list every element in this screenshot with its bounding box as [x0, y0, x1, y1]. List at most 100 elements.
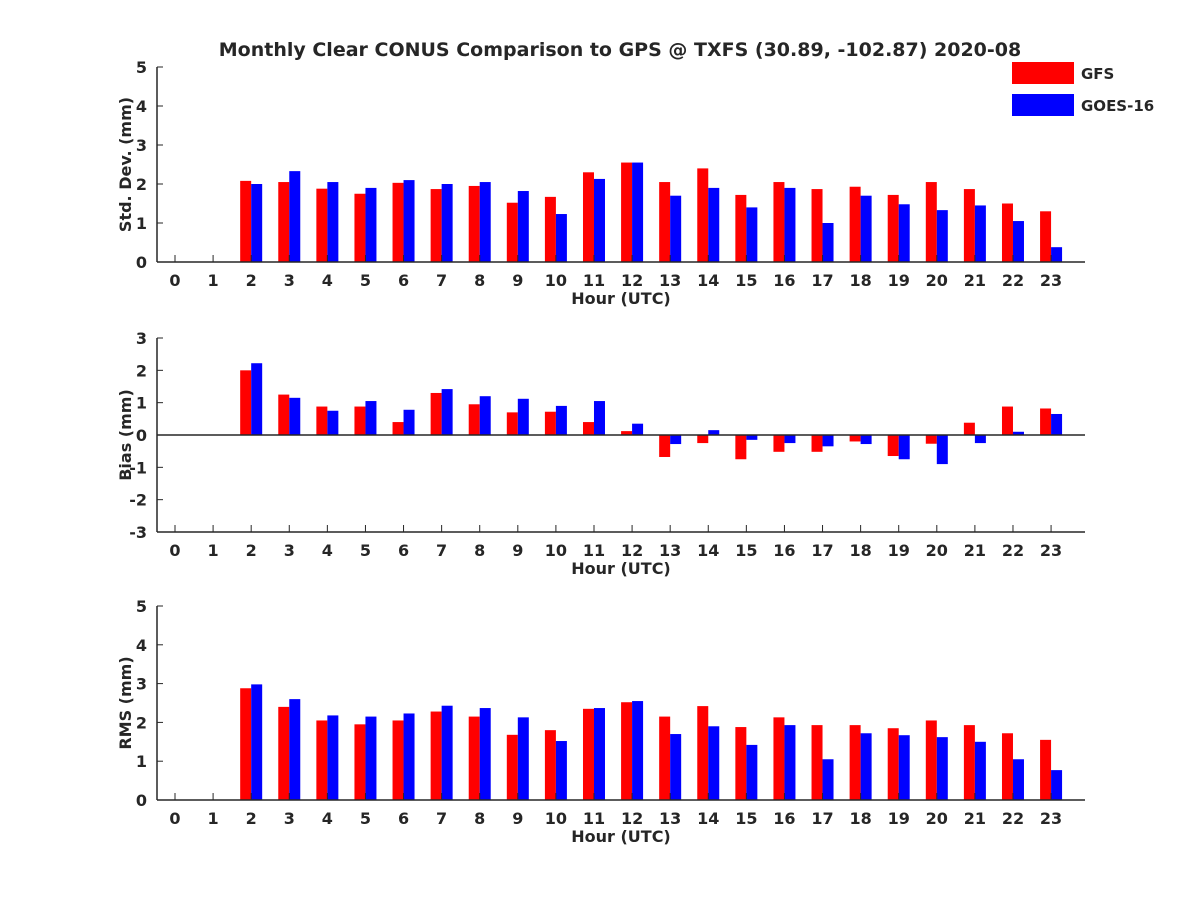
- x-tick-label: 18: [849, 541, 871, 560]
- bar-gfs-hour-2: [240, 180, 252, 262]
- x-tick-label: 0: [169, 809, 180, 828]
- x-tick-label: 3: [284, 271, 295, 290]
- bar-gfs-hour-9: [506, 734, 518, 800]
- x-tick-label: 10: [545, 271, 567, 290]
- y-axis-label: Bias (mm): [116, 389, 135, 481]
- x-tick-label: 19: [888, 809, 910, 828]
- bar-gfs-hour-12: [621, 431, 633, 435]
- bar-gfs-hour-21: [963, 725, 975, 800]
- bar-goes-16-hour-3: [289, 171, 301, 262]
- bar-gfs-hour-22: [1001, 733, 1013, 800]
- x-tick-label: 21: [964, 541, 986, 560]
- bar-gfs-hour-14: [697, 706, 709, 800]
- bar-goes-16-hour-5: [365, 716, 377, 800]
- x-tick-label: 12: [621, 271, 643, 290]
- bar-goes-16-hour-18: [860, 733, 872, 800]
- bar-goes-16-hour-2: [251, 363, 263, 435]
- x-tick-label: 21: [964, 271, 986, 290]
- bar-goes-16-hour-14: [708, 726, 720, 800]
- bar-goes-16-hour-9: [517, 717, 529, 800]
- x-tick-label: 4: [322, 809, 333, 828]
- bar-gfs-hour-18: [849, 186, 861, 262]
- bar-goes-16-hour-13: [670, 195, 682, 262]
- bar-goes-16-hour-6: [403, 180, 415, 262]
- x-tick-label: 7: [436, 541, 447, 560]
- bar-goes-16-hour-8: [479, 182, 491, 262]
- x-tick-label: 15: [735, 541, 757, 560]
- bar-goes-16-hour-17: [822, 223, 834, 262]
- bar-goes-16-hour-9: [517, 398, 529, 435]
- bar-goes-16-hour-17: [822, 759, 834, 800]
- x-tick-label: 16: [773, 541, 795, 560]
- bar-goes-16-hour-6: [403, 409, 415, 435]
- x-tick-label: 1: [208, 541, 219, 560]
- bar-goes-16-hour-15: [746, 435, 758, 440]
- y-tick-label: 3: [136, 136, 147, 155]
- x-tick-label: 22: [1002, 809, 1024, 828]
- y-tick-label: 5: [136, 597, 147, 616]
- x-axis-label: Hour (UTC): [571, 289, 671, 308]
- bar-goes-16-hour-16: [784, 435, 796, 444]
- x-tick-label: 22: [1002, 271, 1024, 290]
- x-tick-label: 14: [697, 271, 719, 290]
- bar-goes-16-hour-15: [746, 207, 758, 262]
- bar-gfs-hour-4: [316, 406, 328, 435]
- bar-gfs-hour-11: [582, 422, 594, 435]
- x-tick-label: 3: [284, 541, 295, 560]
- x-tick-label: 14: [697, 541, 719, 560]
- bar-gfs-hour-3: [278, 706, 290, 800]
- x-tick-label: 5: [360, 271, 371, 290]
- bar-gfs-hour-10: [544, 196, 556, 262]
- bar-goes-16-hour-20: [936, 210, 948, 262]
- bar-goes-16-hour-18: [860, 195, 872, 262]
- bar-goes-16-hour-2: [251, 684, 263, 800]
- bar-goes-16-hour-22: [1012, 759, 1024, 800]
- y-tick-label: 1: [136, 214, 147, 233]
- bar-gfs-hour-21: [963, 189, 975, 262]
- x-tick-label: 9: [512, 541, 523, 560]
- bar-goes-16-hour-23: [1051, 413, 1063, 435]
- x-tick-label: 1: [208, 809, 219, 828]
- bar-gfs-hour-13: [659, 716, 671, 800]
- bar-goes-16-hour-4: [327, 410, 339, 435]
- bar-goes-16-hour-14: [708, 430, 720, 435]
- bar-gfs-hour-4: [316, 720, 328, 800]
- bar-goes-16-hour-12: [632, 423, 644, 435]
- x-tick-label: 1: [208, 271, 219, 290]
- bar-gfs-hour-14: [697, 168, 709, 262]
- bar-gfs-hour-23: [1040, 211, 1052, 262]
- bar-gfs-hour-3: [278, 394, 290, 435]
- x-tick-label: 6: [398, 271, 409, 290]
- x-tick-label: 12: [621, 809, 643, 828]
- bar-goes-16-hour-16: [784, 725, 796, 800]
- bar-goes-16-hour-14: [708, 187, 720, 262]
- bar-goes-16-hour-6: [403, 713, 415, 800]
- bar-gfs-hour-22: [1001, 203, 1013, 262]
- y-tick-label: -2: [129, 491, 147, 510]
- chart-title: Monthly Clear CONUS Comparison to GPS @ …: [219, 39, 1021, 61]
- bar-goes-16-hour-11: [593, 178, 605, 262]
- bar-goes-16-hour-10: [555, 214, 567, 262]
- x-tick-label: 7: [436, 809, 447, 828]
- x-tick-label: 2: [246, 541, 257, 560]
- bar-goes-16-hour-5: [365, 187, 377, 262]
- y-tick-label: 1: [136, 752, 147, 771]
- x-tick-label: 16: [773, 271, 795, 290]
- bar-goes-16-hour-11: [593, 708, 605, 800]
- bar-gfs-hour-3: [278, 182, 290, 262]
- legend-label-gfs: GFS: [1081, 65, 1114, 83]
- bar-gfs-hour-12: [621, 162, 633, 262]
- bar-gfs-hour-23: [1040, 408, 1052, 435]
- bar-goes-16-hour-10: [555, 741, 567, 800]
- bar-goes-16-hour-16: [784, 187, 796, 262]
- y-tick-label: 3: [136, 675, 147, 694]
- y-tick-label: 0: [136, 253, 147, 272]
- bar-gfs-hour-18: [849, 435, 861, 442]
- bar-gfs-hour-6: [392, 422, 404, 435]
- bar-goes-16-hour-21: [974, 435, 986, 444]
- bar-gfs-hour-20: [925, 720, 937, 800]
- x-tick-label: 13: [659, 809, 681, 828]
- bar-gfs-hour-16: [773, 435, 785, 452]
